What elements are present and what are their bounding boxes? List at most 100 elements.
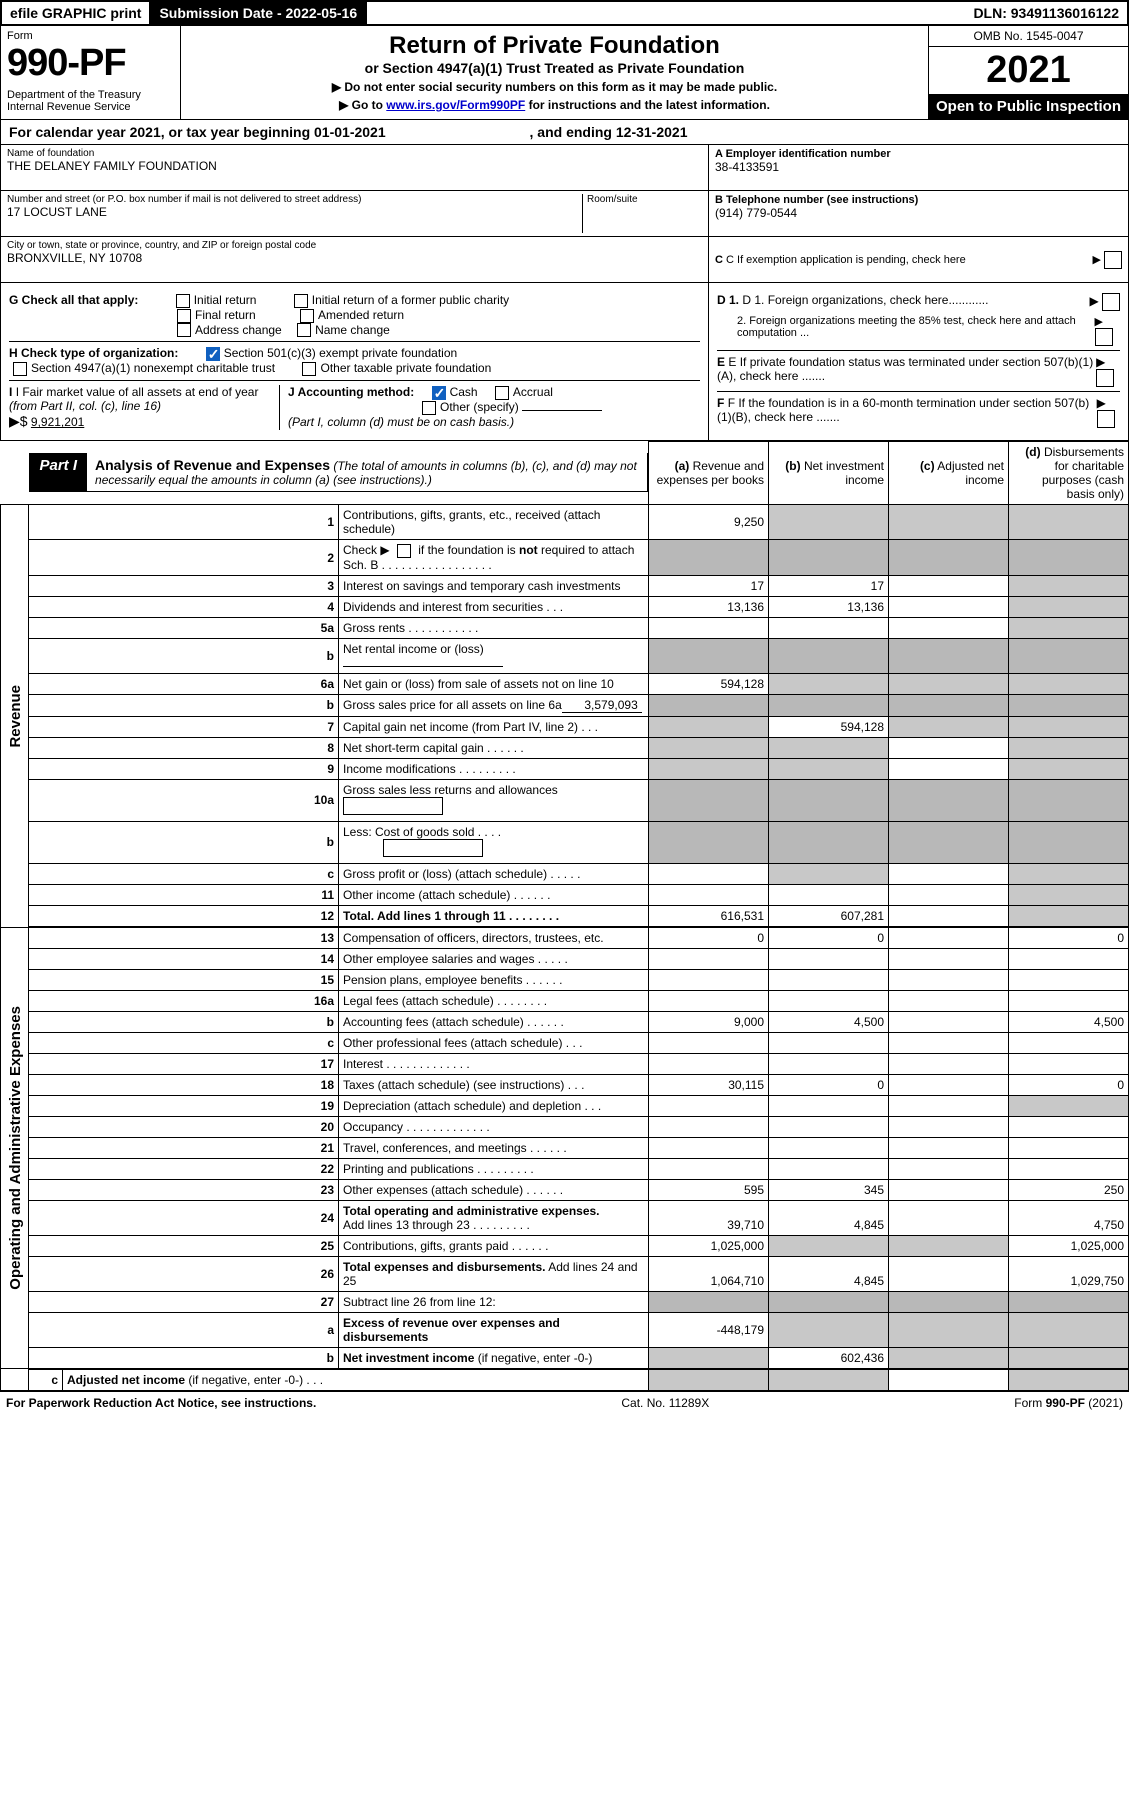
foundation-name-row: Name of foundation THE DELANEY FAMILY FO… <box>1 145 708 191</box>
col-c-header: (c) Adjusted net income <box>889 442 1009 505</box>
row-16b: bAccounting fees (attach schedule) . . .… <box>1 1011 1129 1032</box>
row-10c: cGross profit or (loss) (attach schedule… <box>1 863 1129 884</box>
omb-number: OMB No. 1545-0047 <box>929 26 1128 47</box>
row-16c: cOther professional fees (attach schedul… <box>1 1032 1129 1053</box>
row-8: 8Net short-term capital gain . . . . . . <box>1 737 1129 758</box>
checkbox-other-method[interactable] <box>422 401 436 415</box>
form-word: Form <box>7 30 174 42</box>
checkbox-4947a1[interactable] <box>13 362 27 376</box>
street-address: 17 LOCUST LANE <box>7 205 582 219</box>
checkbox-d1[interactable] <box>1102 293 1120 311</box>
checkbox-501c3[interactable] <box>206 347 220 361</box>
checkbox-address-change[interactable] <box>177 323 191 337</box>
row-15: 15Pension plans, employee benefits . . .… <box>1 969 1129 990</box>
row-6b: bGross sales price for all assets on lin… <box>1 694 1129 716</box>
fmv-value: 9,921,201 <box>31 415 84 429</box>
row-20: 20Occupancy . . . . . . . . . . . . . <box>1 1116 1129 1137</box>
row-22: 22Printing and publications . . . . . . … <box>1 1158 1129 1179</box>
checkbox-e[interactable] <box>1096 369 1114 387</box>
row-12: 12Total. Add lines 1 through 11 . . . . … <box>1 905 1129 926</box>
row-1: Revenue 1 Contributions, gifts, grants, … <box>1 505 1129 540</box>
row-21: 21Travel, conferences, and meetings . . … <box>1 1137 1129 1158</box>
row-18: 18Taxes (attach schedule) (see instructi… <box>1 1074 1129 1095</box>
row-27b: bNet investment income (if negative, ent… <box>1 1347 1129 1368</box>
row-2: 2 Check ▶ if the foundation is not requi… <box>1 540 1129 576</box>
form-number: 990-PF <box>7 42 174 85</box>
row-3: 3Interest on savings and temporary cash … <box>1 575 1129 596</box>
row-7: 7Capital gain net income (from Part IV, … <box>1 716 1129 737</box>
ein-value: 38-4133591 <box>715 160 1122 174</box>
row-10a: 10aGross sales less returns and allowanc… <box>1 779 1129 821</box>
form-header: Form 990-PF Department of the Treasury I… <box>0 26 1129 120</box>
row-27c: cAdjusted net income (if negative, enter… <box>1 1369 1129 1390</box>
dln: DLN: 93491136016122 <box>965 2 1127 24</box>
ssn-warning: ▶ Do not enter social security numbers o… <box>191 80 918 94</box>
form-ref: Form 990-PF (2021) <box>1014 1396 1123 1410</box>
entity-block: Name of foundation THE DELANEY FAMILY FO… <box>0 145 1129 283</box>
d1-row: D 1. D 1. Foreign organizations, check h… <box>717 293 1120 311</box>
checkbox-d2[interactable] <box>1095 328 1113 346</box>
page-footer: For Paperwork Reduction Act Notice, see … <box>0 1391 1129 1414</box>
irs-link[interactable]: www.irs.gov/Form990PF <box>386 98 525 112</box>
year-block: OMB No. 1545-0047 2021 Open to Public In… <box>928 26 1128 119</box>
efile-label: efile GRAPHIC print <box>2 2 151 24</box>
checkbox-initial-former[interactable] <box>294 294 308 308</box>
form-id-block: Form 990-PF Department of the Treasury I… <box>1 26 181 119</box>
checkbox-cash[interactable] <box>432 386 446 400</box>
e-row: E E If private foundation status was ter… <box>717 350 1120 387</box>
row-14: 14Other employee salaries and wages . . … <box>1 948 1129 969</box>
part1-tag: Part I <box>30 453 88 491</box>
checkbox-initial-return[interactable] <box>176 294 190 308</box>
row-23: 23Other expenses (attach schedule) . . .… <box>1 1179 1129 1200</box>
part1-table: Part I Analysis of Revenue and Expenses … <box>0 441 1129 1369</box>
telephone-value: (914) 779-0544 <box>715 206 1122 220</box>
checkbox-c[interactable] <box>1104 251 1122 269</box>
submission-date: Submission Date - 2022-05-16 <box>151 2 367 24</box>
d2-row: 2. Foreign organizations meeting the 85%… <box>717 315 1120 346</box>
col-d-header: (d) Disbursements for charitable purpose… <box>1009 442 1129 505</box>
expenses-label: Operating and Administrative Expenses <box>5 998 26 1298</box>
row-13: Operating and Administrative Expenses 13… <box>1 927 1129 948</box>
dept-treasury: Department of the Treasury Internal Reve… <box>7 89 174 113</box>
calendar-year-row: For calendar year 2021, or tax year begi… <box>0 120 1129 145</box>
paperwork-notice: For Paperwork Reduction Act Notice, see … <box>6 1396 316 1410</box>
row-16a: 16aLegal fees (attach schedule) . . . . … <box>1 990 1129 1011</box>
revenue-label: Revenue <box>5 677 26 756</box>
form-subtitle: or Section 4947(a)(1) Trust Treated as P… <box>191 60 918 76</box>
foundation-name: THE DELANEY FAMILY FOUNDATION <box>7 159 702 173</box>
row-24: 24Total operating and administrative exp… <box>1 1200 1129 1235</box>
cat-number: Cat. No. 11289X <box>621 1396 709 1410</box>
exemption-pending-row: C C If exemption application is pending,… <box>709 237 1128 283</box>
city-state-zip: BRONXVILLE, NY 10708 <box>7 251 702 265</box>
checkbox-amended[interactable] <box>300 309 314 323</box>
tax-year: 2021 <box>929 47 1128 94</box>
ein-row: A Employer identification number 38-4133… <box>709 145 1128 191</box>
col-a-header: (a) Revenue and expenses per books <box>649 442 769 505</box>
form-title-block: Return of Private Foundation or Section … <box>181 26 928 119</box>
h-row: H Check type of organization: Section 50… <box>9 341 700 376</box>
row-6a: 6aNet gain or (loss) from sale of assets… <box>1 673 1129 694</box>
row-10b: bLess: Cost of goods sold . . . . <box>1 821 1129 863</box>
checkbox-final-return[interactable] <box>177 309 191 323</box>
checkbox-other-taxable[interactable] <box>302 362 316 376</box>
checkbox-sch-b[interactable] <box>397 544 411 558</box>
row-26: 26Total expenses and disbursements. Add … <box>1 1256 1129 1291</box>
row-27a: aExcess of revenue over expenses and dis… <box>1 1312 1129 1347</box>
telephone-row: B Telephone number (see instructions) (9… <box>709 191 1128 237</box>
g-row: G Check all that apply: Initial return I… <box>9 293 700 337</box>
row-19: 19Depreciation (attach schedule) and dep… <box>1 1095 1129 1116</box>
row-17: 17Interest . . . . . . . . . . . . . <box>1 1053 1129 1074</box>
checkbox-f[interactable] <box>1097 410 1115 428</box>
address-row: Number and street (or P.O. box number if… <box>1 191 708 237</box>
form-title: Return of Private Foundation <box>191 32 918 60</box>
row-9: 9Income modifications . . . . . . . . . <box>1 758 1129 779</box>
top-bar: efile GRAPHIC print Submission Date - 20… <box>0 0 1129 26</box>
ij-row: I I Fair market value of all assets at e… <box>9 380 700 430</box>
checkbox-accrual[interactable] <box>495 386 509 400</box>
row-4: 4Dividends and interest from securities … <box>1 596 1129 617</box>
row-27: 27Subtract line 26 from line 12: <box>1 1291 1129 1312</box>
f-row: F F If the foundation is in a 60-month t… <box>717 391 1120 428</box>
city-row: City or town, state or province, country… <box>1 237 708 283</box>
checkbox-name-change[interactable] <box>297 323 311 337</box>
row-5a: 5aGross rents . . . . . . . . . . . <box>1 617 1129 638</box>
